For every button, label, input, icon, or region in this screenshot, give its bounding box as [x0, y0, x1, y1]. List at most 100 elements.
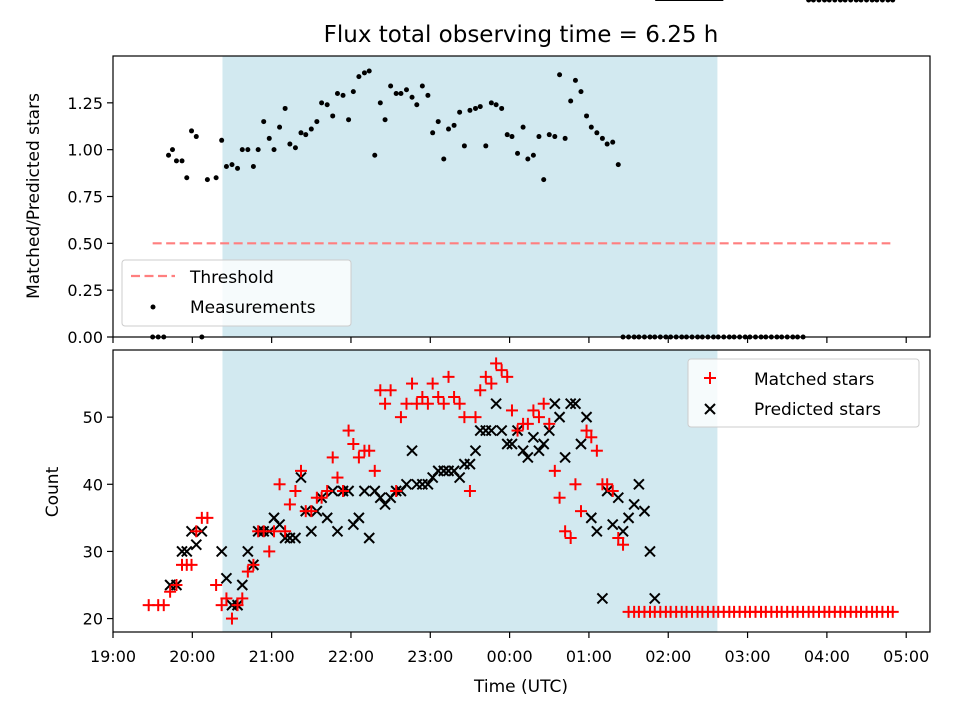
measurement-point	[346, 117, 352, 123]
matched-star-point	[231, 599, 244, 612]
measurement-point	[615, 162, 621, 168]
measurement-point	[546, 132, 552, 138]
matched-star-point	[315, 491, 328, 504]
matched-star-point	[279, 525, 292, 538]
measurement-point	[382, 117, 388, 123]
bottom-axes-frame	[112, 349, 931, 633]
matched-star-point	[448, 391, 461, 403]
matched-star-point	[606, 485, 619, 497]
matched-star-point	[384, 384, 397, 397]
measurement-point	[816, 0, 822, 3]
matched-star-point	[268, 525, 281, 538]
predicted-star-point	[289, 532, 302, 544]
matched-star-point	[469, 411, 482, 424]
predicted-star-point	[569, 398, 582, 410]
matched-star-point	[559, 525, 572, 538]
matched-star-point	[289, 485, 302, 497]
measurement-point	[806, 0, 812, 3]
predicted-stars-legend-swatch	[704, 403, 716, 415]
measurement-point	[472, 105, 478, 111]
measurement-point	[457, 109, 463, 115]
measurement-point	[515, 150, 521, 156]
matched-star-point	[479, 370, 492, 383]
x-tick-label: 05:00	[883, 647, 929, 666]
measurement-point	[361, 70, 367, 76]
measurement-point	[488, 100, 494, 106]
matched-star-point	[394, 411, 407, 424]
matched-star-point	[326, 451, 339, 464]
matched-star-point	[463, 485, 476, 497]
measurement-point	[504, 132, 510, 138]
matched-star-point	[305, 505, 318, 518]
y-tick-label: 30	[83, 542, 103, 561]
bottom-panel: 20 30 40 50 19:00 20:00 21:00 22:00 23:00 00:00 0…	[43, 0, 931, 697]
predicted-star-point	[490, 398, 502, 410]
measurement-point	[525, 156, 531, 162]
matched-star-point	[416, 391, 429, 403]
predicted-star-point	[321, 512, 333, 524]
measurement-point	[223, 164, 229, 170]
measurement-point	[308, 126, 314, 132]
measurement-point	[467, 107, 473, 113]
measurement-point	[372, 152, 378, 158]
matched-star-point	[564, 532, 577, 544]
predicted-star-point	[422, 478, 434, 490]
matched-star-point	[263, 545, 276, 558]
measurement-point	[848, 0, 854, 3]
measurement-point	[303, 132, 309, 138]
matched-stars-points	[142, 357, 899, 625]
measurement-point	[584, 113, 590, 119]
predicted-star-point	[596, 592, 609, 605]
matched-star-point	[363, 444, 376, 457]
predicted-star-point	[236, 579, 248, 591]
measurement-point	[572, 77, 578, 83]
measurement-point	[271, 147, 277, 153]
measurement-point	[261, 119, 267, 125]
predicted-star-point	[628, 498, 640, 511]
matched-star-point	[390, 485, 403, 497]
measurement-point	[282, 105, 288, 111]
matched-star-point	[585, 431, 598, 444]
matched-star-point	[432, 391, 445, 403]
measurement-point	[890, 0, 896, 3]
measurement-point	[610, 139, 616, 145]
measurement-point	[536, 134, 542, 140]
measurement-point	[885, 0, 891, 3]
measurement-point	[810, 0, 816, 3]
matched-star-point	[569, 478, 582, 491]
matched-star-point	[321, 485, 334, 497]
predicted-star-point	[220, 572, 233, 584]
matched-star-point	[406, 377, 419, 390]
measurement-point	[826, 0, 832, 3]
y-tick-label: 0.25	[67, 281, 103, 300]
matched-star-point	[590, 444, 603, 457]
measurement-point	[552, 134, 558, 140]
matched-star-point	[458, 411, 471, 424]
x-axis-label: Time (UTC)	[473, 677, 568, 697]
matched-star-point	[215, 599, 228, 612]
x-tick-label: 03:00	[725, 647, 771, 666]
measurement-point	[853, 0, 859, 3]
matched-star-point	[501, 370, 514, 383]
measurement-point	[446, 126, 452, 132]
measurement-point	[287, 141, 293, 147]
matched-star-point	[421, 397, 434, 410]
measurement-point	[869, 0, 875, 3]
matched-star-point	[247, 558, 260, 571]
measurement-point	[330, 113, 336, 119]
matched-star-point	[273, 478, 286, 491]
measurement-point	[435, 119, 441, 125]
measurement-point	[350, 89, 356, 95]
measurement-point	[255, 147, 261, 153]
measurement-point	[441, 156, 447, 162]
measurement-point	[398, 90, 404, 96]
matched-star-point	[164, 585, 177, 598]
matched-star-point	[426, 377, 439, 390]
matched-star-point	[352, 451, 365, 464]
top-ylabel: Matched/Predicted stars	[24, 93, 44, 299]
measurement-point	[324, 102, 330, 108]
matched-star-point	[601, 478, 614, 491]
predicted-star-point	[469, 445, 482, 457]
measurement-point	[388, 83, 394, 89]
matched-star-point	[511, 424, 524, 437]
